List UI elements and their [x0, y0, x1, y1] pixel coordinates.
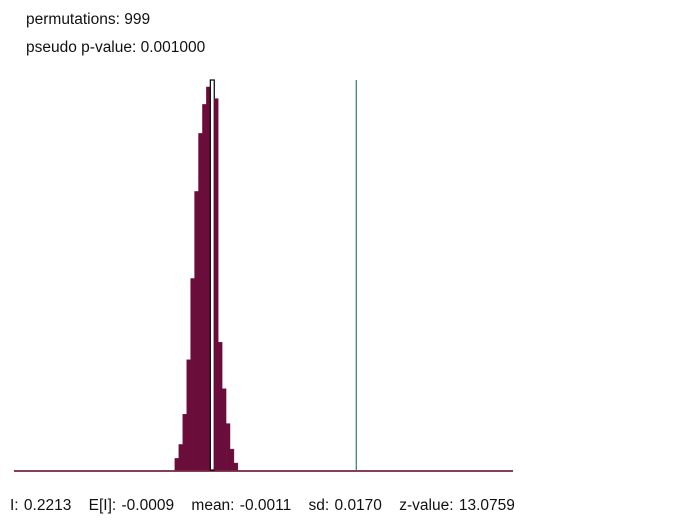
footer-stats: I: 0.2213 E[I]: -0.0009 mean: -0.0011 sd…	[10, 497, 527, 515]
histogram-bar	[225, 423, 231, 471]
histogram-bar	[178, 444, 183, 471]
histogram-bar	[202, 104, 207, 471]
expected-i-stat: E[I]: -0.0009	[88, 497, 175, 514]
histogram-bar	[229, 448, 235, 471]
histogram-bar	[194, 191, 199, 471]
histogram-bar	[174, 458, 180, 471]
pvalue-value: 0.001000	[140, 39, 206, 56]
histogram-bar	[182, 414, 187, 471]
pvalue-label: pseudo p-value:	[26, 39, 137, 56]
histogram-bar	[190, 278, 195, 471]
permutations-line: permutations: 999	[26, 6, 205, 34]
mean-stat: mean: -0.0011	[191, 497, 292, 514]
pvalue-line: pseudo p-value: 0.001000	[26, 34, 205, 62]
histogram-bar	[209, 79, 215, 471]
histogram-bars	[174, 79, 239, 471]
permutations-value: 999	[124, 11, 151, 28]
histogram-bar	[217, 342, 223, 471]
histogram-bar	[186, 359, 191, 471]
permutations-label: permutations:	[26, 11, 120, 28]
z-value-stat: z-value: 13.0759	[399, 497, 515, 514]
histogram-bar	[214, 98, 219, 471]
sd-stat: sd: 0.0170	[308, 497, 382, 514]
i-stat: I: 0.2213	[10, 497, 72, 514]
histogram-bar	[221, 388, 227, 471]
histogram-bar	[198, 133, 203, 471]
histogram-bar	[233, 462, 239, 471]
header-stats: permutations: 999 pseudo p-value: 0.0010…	[26, 6, 205, 62]
